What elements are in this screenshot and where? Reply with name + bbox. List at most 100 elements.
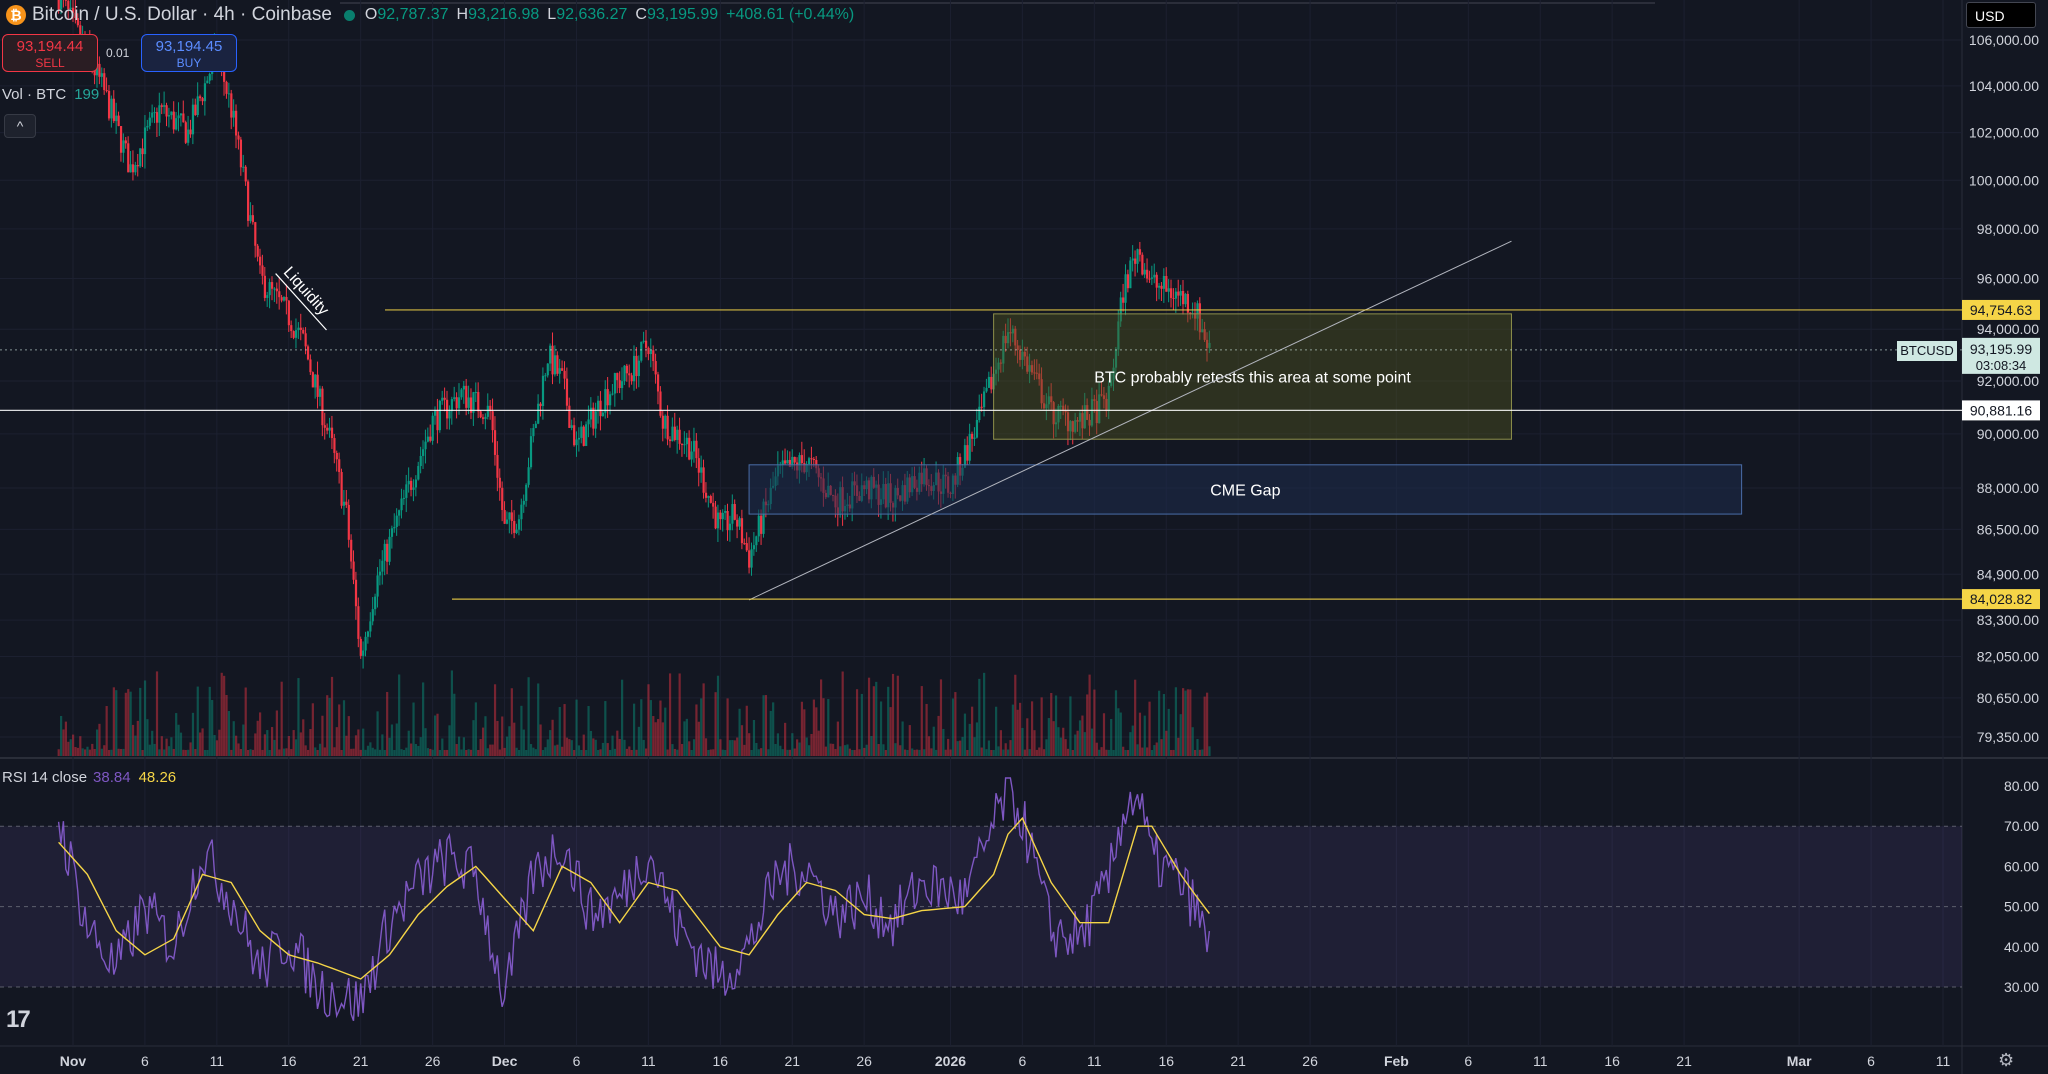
candle-body [117, 115, 120, 127]
volume-label: Vol · BTC [2, 86, 67, 103]
volume-bar [79, 736, 82, 756]
candle-body [697, 458, 700, 473]
candle-body [1093, 399, 1096, 401]
collapse-legend-button[interactable]: ^ [4, 114, 36, 138]
volume-bar [987, 740, 991, 756]
volume-bar [155, 671, 159, 756]
candle-body [592, 407, 595, 429]
symbol-legend[interactable]: ₿ Bitcoin / U.S. Dollar · 4h · Coinbase … [0, 0, 862, 30]
sell-button[interactable]: 93,194.44 SELL [2, 34, 98, 72]
candle-body [534, 423, 537, 429]
candle-body [1105, 398, 1108, 412]
volume-bar [412, 702, 415, 756]
candle-body [1076, 420, 1079, 422]
candle-body [688, 437, 691, 460]
volume-bar [124, 692, 127, 756]
candle-body [728, 523, 732, 531]
price-tick-label: 82,050.00 [1977, 648, 2039, 664]
volume-legend[interactable]: Vol · BTC 199 [2, 86, 99, 103]
volume-bar [146, 719, 149, 756]
volume-bar [1174, 687, 1178, 756]
sell-label: SELL [35, 56, 65, 70]
candle-body [724, 510, 727, 513]
candle-body [1150, 277, 1154, 279]
candle-body [472, 392, 475, 413]
volume-bar [908, 725, 911, 756]
candle-body [103, 73, 106, 91]
candle-body [374, 596, 377, 610]
candle-body [752, 545, 756, 550]
volume-bar [306, 749, 310, 756]
candle-body [196, 96, 199, 116]
candle-body [585, 424, 588, 446]
volume-bar [824, 746, 827, 756]
candle-body [1078, 413, 1082, 422]
volume-bar [429, 748, 432, 756]
volume-bar [119, 749, 123, 756]
candle-body [755, 536, 758, 546]
volume-bar [1189, 689, 1192, 756]
volume-bar [467, 749, 470, 756]
volume-bar [834, 749, 837, 756]
volume-bar [177, 724, 180, 756]
volume-bar [786, 749, 789, 756]
candle-body [1141, 254, 1144, 275]
gear-icon[interactable]: ⚙ [1998, 1050, 2015, 1070]
volume-bar [1021, 727, 1024, 756]
currency-button[interactable]: USD [1966, 2, 2036, 28]
volume-bar [1090, 728, 1094, 756]
volume-bar [395, 723, 398, 756]
candle-body [424, 441, 427, 450]
candle-body [1050, 396, 1053, 403]
volume-bar [1129, 732, 1132, 756]
volume-bar [925, 703, 928, 756]
volume-bar [1114, 690, 1118, 756]
candle-body [474, 392, 477, 394]
time-tick-label: 16 [713, 1053, 729, 1069]
market-status-icon[interactable] [343, 9, 355, 21]
price-tick-label: 84,900.00 [1977, 566, 2039, 582]
volume-bar [930, 748, 933, 756]
candle-body [1126, 274, 1130, 289]
volume-bar [882, 744, 885, 756]
volume-bar [81, 748, 84, 756]
candle-body [364, 636, 367, 651]
symbol-title[interactable]: Bitcoin / U.S. Dollar · 4h · Coinbase [32, 4, 332, 25]
volume-bar [949, 749, 952, 756]
volume-bar [263, 734, 266, 756]
volume-bar [939, 679, 943, 756]
volume-bar [781, 749, 784, 756]
rsi-tick-label: 40.00 [2004, 939, 2039, 955]
close-key: C [635, 6, 647, 23]
volume-bar [558, 707, 561, 756]
volume-bar [1182, 688, 1185, 756]
volume-bar [184, 749, 187, 756]
volume-bar [1076, 730, 1079, 756]
volume-bar [1126, 750, 1130, 756]
candle-body [201, 98, 204, 102]
buy-button[interactable]: 93,194.45 BUY [141, 34, 237, 72]
volume-bar [323, 747, 326, 756]
candle-body [1177, 291, 1180, 296]
volume-bar [450, 670, 453, 756]
candle-body [237, 135, 240, 140]
candle-body [232, 110, 235, 118]
rsi-legend[interactable]: RSI 14 close 38.84 48.26 [2, 769, 176, 786]
candle-body [966, 445, 969, 461]
price-tick-label: 100,000.00 [1969, 172, 2039, 188]
candle-body [714, 506, 717, 529]
volume-bar [1141, 747, 1144, 756]
volume-bar [553, 745, 557, 756]
volume-bar [896, 675, 899, 756]
candle-body [1196, 303, 1199, 319]
candle-body [285, 296, 288, 301]
candle-body [160, 105, 163, 107]
sell-price: 93,194.44 [16, 38, 84, 55]
volume-bar [695, 704, 698, 756]
volume-bar [810, 733, 813, 756]
candle-body [1162, 276, 1166, 289]
candle-body [225, 81, 228, 94]
volume-bar [275, 710, 278, 756]
volume-bar [151, 730, 154, 756]
